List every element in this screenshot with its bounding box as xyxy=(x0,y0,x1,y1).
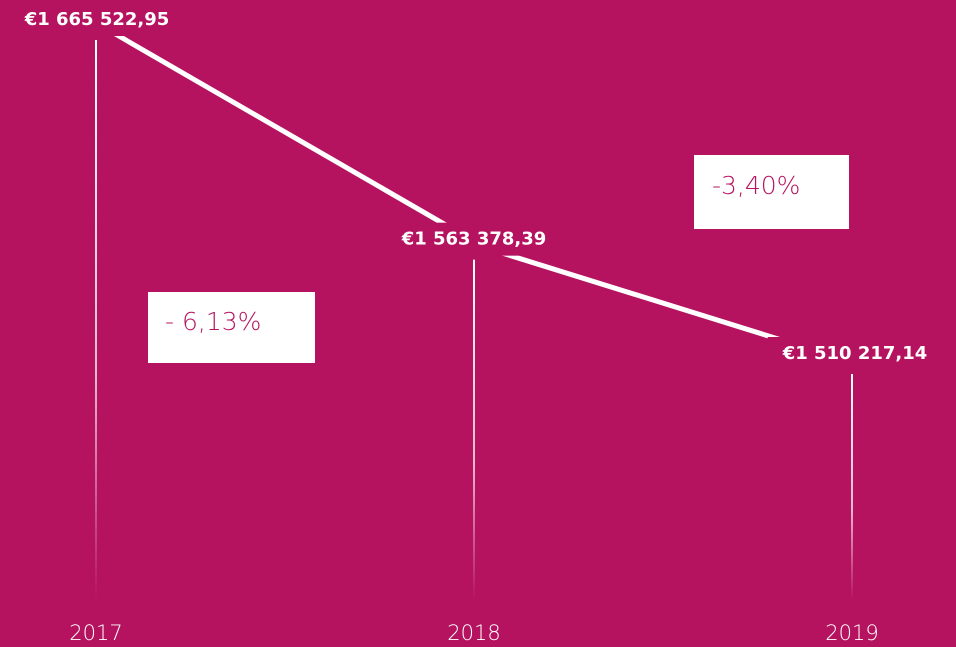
value-label: €1 510 217,14 xyxy=(782,343,928,364)
annotation: -3,40% xyxy=(712,171,800,200)
value-label-bg xyxy=(9,3,184,36)
annotation-box xyxy=(148,292,315,363)
guide-line xyxy=(473,259,475,600)
value-label: €1 563 378,39 xyxy=(401,229,547,250)
guide-line xyxy=(95,40,97,600)
annotation: - 6,13% xyxy=(165,307,261,336)
guide-line xyxy=(851,374,853,600)
annotation-box xyxy=(694,155,849,229)
value-label-bg xyxy=(386,222,561,256)
x-tick-label: 2019 xyxy=(825,621,878,645)
value-label: €1 665 522,95 xyxy=(24,9,170,30)
x-tick-label: 2018 xyxy=(447,621,500,645)
value-label-bg xyxy=(767,337,942,370)
x-tick-label: 2017 xyxy=(69,621,122,645)
